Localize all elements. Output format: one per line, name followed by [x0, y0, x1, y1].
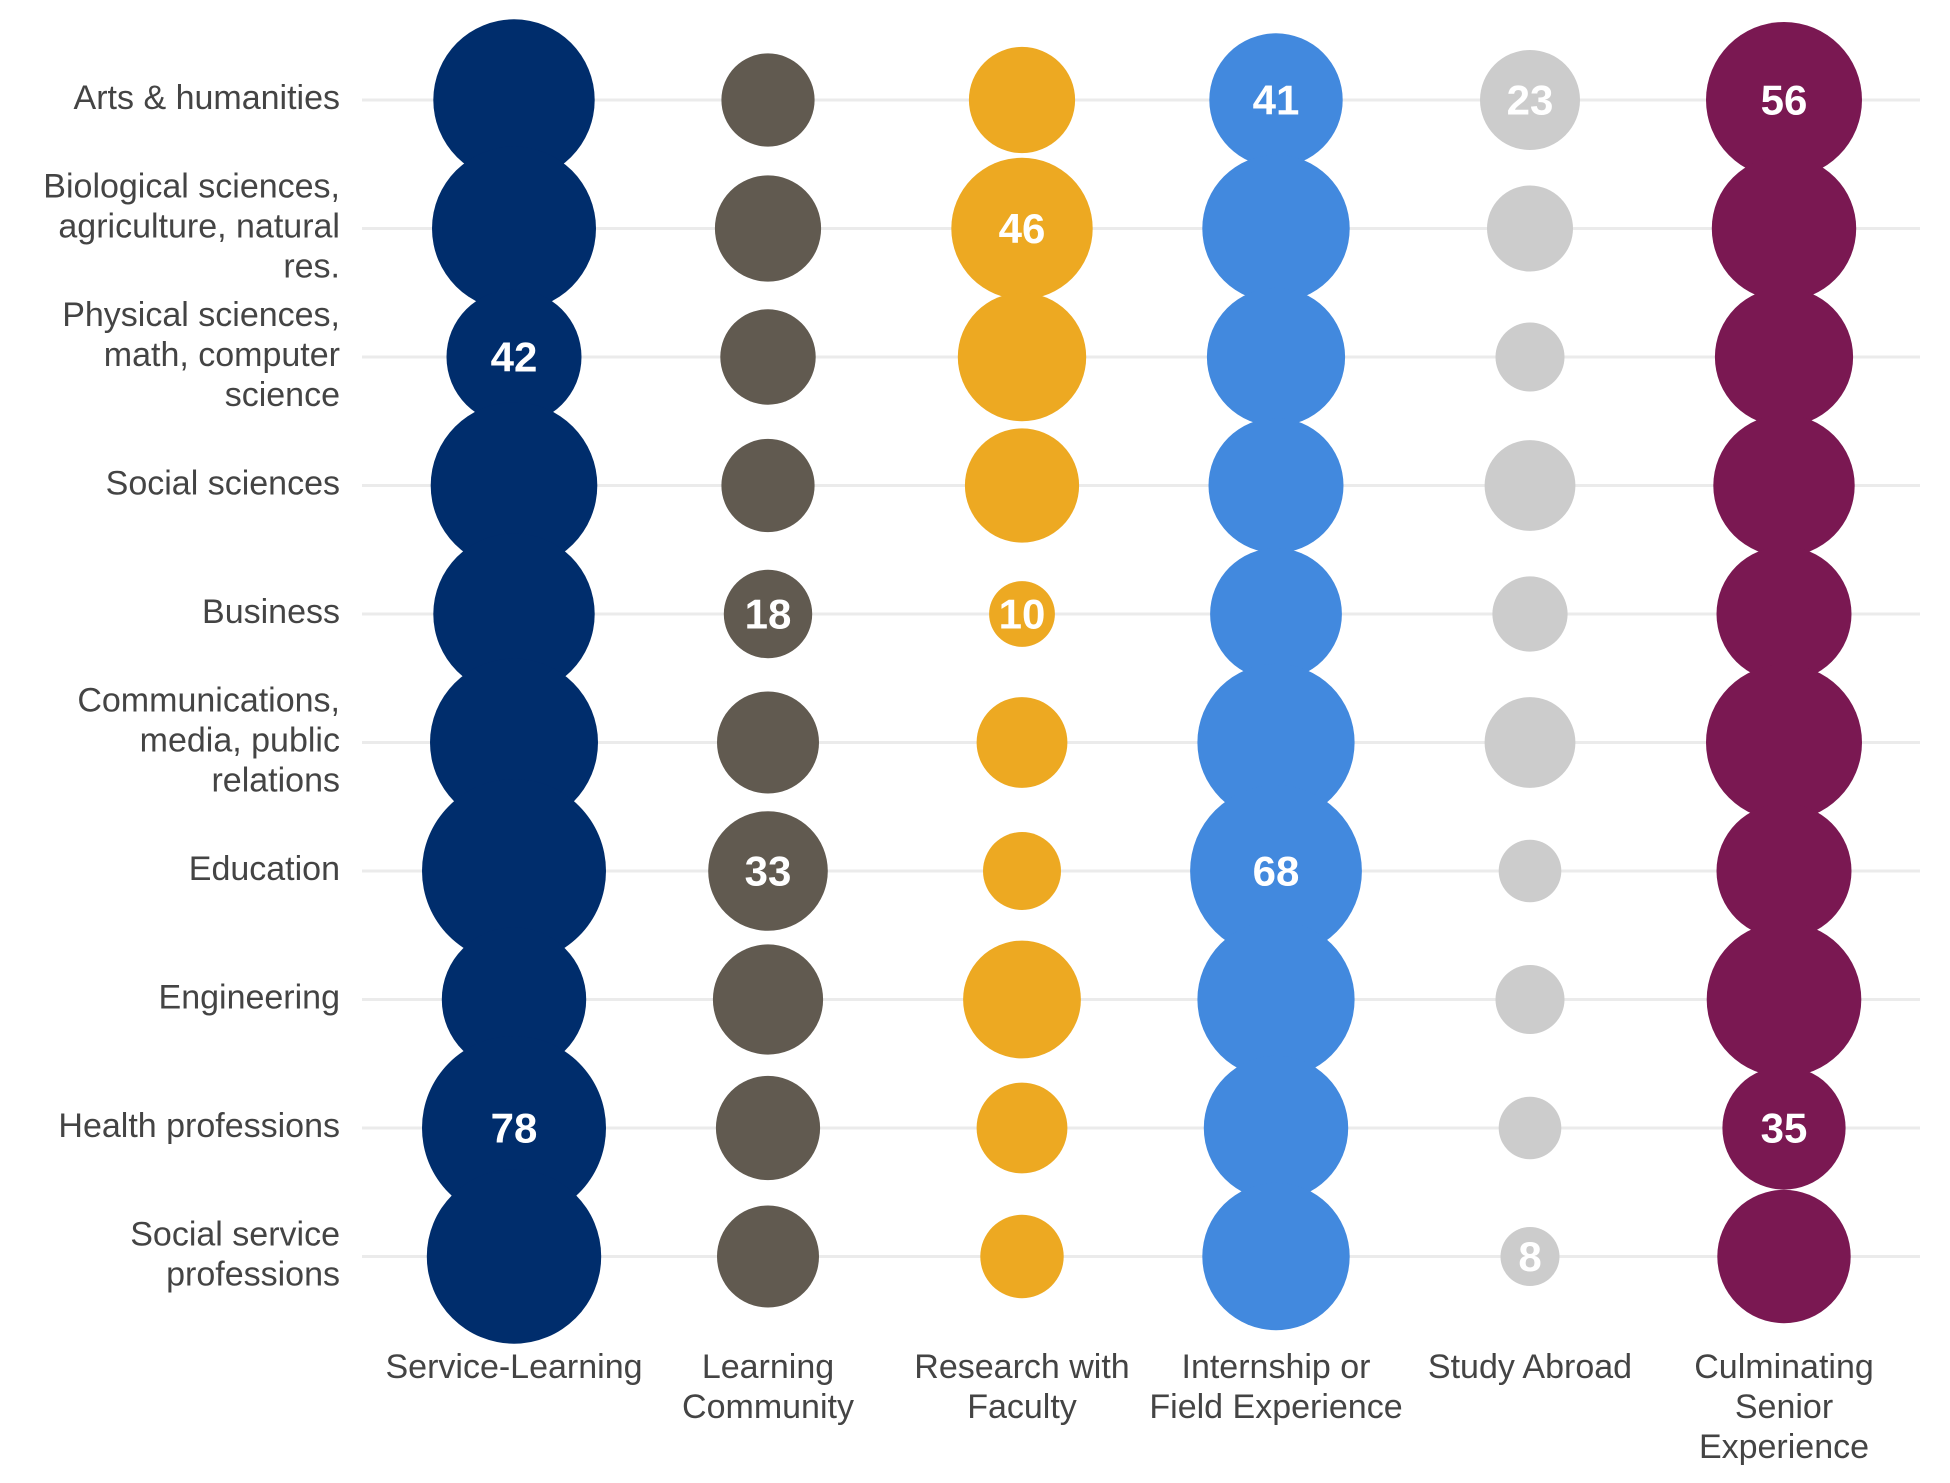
bubble	[714, 175, 822, 282]
column-label: Research with Faculty	[914, 1348, 1129, 1426]
bubble	[1495, 965, 1565, 1034]
bubble	[430, 402, 598, 569]
bubble	[432, 146, 596, 311]
bubble-value-label: 78	[491, 1105, 538, 1152]
bubble	[1706, 664, 1862, 821]
bubble	[1722, 1066, 1846, 1190]
bubble	[446, 289, 582, 425]
bubble	[1206, 287, 1346, 427]
bubble	[715, 1075, 821, 1181]
gridlines	[362, 98, 1920, 1258]
bubble	[1492, 576, 1568, 652]
bubble-value-label: 23	[1507, 77, 1554, 124]
bubble	[976, 697, 1068, 788]
bubble-value-label: 56	[1761, 77, 1808, 124]
bubble-value-label: 35	[1761, 1105, 1808, 1152]
bubble	[430, 658, 598, 827]
row-labels: Arts & humanities Biological sciences, agr…	[43, 79, 340, 1294]
bubble	[1706, 22, 1862, 178]
bubble	[963, 940, 1081, 1059]
bubble	[1480, 50, 1580, 150]
bubble	[951, 157, 1093, 300]
row-label: Social sciences	[106, 464, 340, 502]
bubble-value-label: 42	[491, 334, 538, 381]
bubble	[964, 428, 1080, 543]
bubble	[1210, 548, 1342, 680]
bubble-value-label: 68	[1253, 848, 1300, 895]
row-label: Education	[189, 850, 340, 888]
column-label: Service-Learning	[385, 1348, 642, 1386]
bubble	[720, 309, 816, 405]
bubble	[1498, 1096, 1562, 1160]
bubble	[980, 1214, 1064, 1299]
bubble	[721, 53, 815, 147]
bubble	[1498, 839, 1562, 903]
bubble	[717, 1205, 819, 1308]
bubble	[1714, 287, 1854, 427]
bubble	[1197, 920, 1355, 1079]
bubble	[433, 19, 595, 181]
row-label: Arts & humanities	[74, 79, 340, 117]
bubble	[1197, 663, 1355, 822]
row-label: Physical sciences, math, computer science	[62, 296, 340, 414]
bubble	[989, 581, 1055, 647]
column-labels: Service-Learning Learning Community Researc…	[385, 1348, 1873, 1466]
bubble-value-label: 10	[999, 591, 1046, 638]
bubble	[983, 832, 1061, 910]
bubble	[1209, 33, 1343, 167]
bubble	[1717, 1189, 1851, 1324]
bubble	[957, 292, 1087, 422]
column-label: Internship or Field Experience	[1149, 1348, 1402, 1426]
bubble	[723, 569, 813, 659]
bubble	[1208, 418, 1344, 553]
bubble	[721, 438, 815, 533]
bubble	[1495, 322, 1565, 392]
bubble	[1484, 440, 1576, 531]
bubble-value-label: 8	[1518, 1233, 1541, 1280]
bubble	[708, 811, 828, 931]
bubble	[441, 927, 587, 1072]
bubble	[433, 533, 595, 695]
bubble	[1711, 156, 1857, 301]
bubble	[717, 691, 819, 794]
bubble	[1716, 546, 1852, 682]
row-label: Social service professions	[130, 1215, 340, 1293]
bubble	[1484, 697, 1576, 788]
row-label: Health professions	[58, 1107, 340, 1145]
bubble	[1190, 785, 1362, 957]
bubble	[976, 1082, 1068, 1174]
bubble	[712, 944, 824, 1055]
row-label: Engineering	[159, 978, 340, 1016]
bubble-value-label: 33	[745, 848, 792, 895]
bubble	[422, 1036, 606, 1220]
bubble	[1706, 922, 1862, 1077]
bubble	[1202, 1182, 1350, 1331]
row-label: Business	[202, 593, 340, 631]
bubble	[968, 46, 1076, 154]
bubble	[1500, 1227, 1560, 1286]
bubble	[1713, 414, 1855, 557]
column-label: Culminating Senior Experience	[1694, 1348, 1874, 1466]
bubble	[1716, 803, 1852, 939]
bubble	[422, 779, 606, 963]
column-label: Learning Community	[682, 1348, 854, 1426]
bubble	[1487, 185, 1573, 272]
bubbles: 42 78 18 33 46 10 41 68 23 8 56 35	[422, 19, 1862, 1344]
bubble-value-label: 18	[745, 591, 792, 638]
row-label: Biological sciences, agriculture, natural…	[43, 167, 340, 285]
bubble-value-label: 46	[999, 205, 1046, 252]
row-label: Communications, media, public relations	[77, 681, 340, 799]
column-label: Study Abroad	[1428, 1348, 1632, 1386]
bubble	[1203, 1055, 1349, 1201]
bubble	[426, 1169, 602, 1344]
bubble-value-label: 41	[1253, 77, 1300, 124]
bubble	[1202, 154, 1350, 303]
